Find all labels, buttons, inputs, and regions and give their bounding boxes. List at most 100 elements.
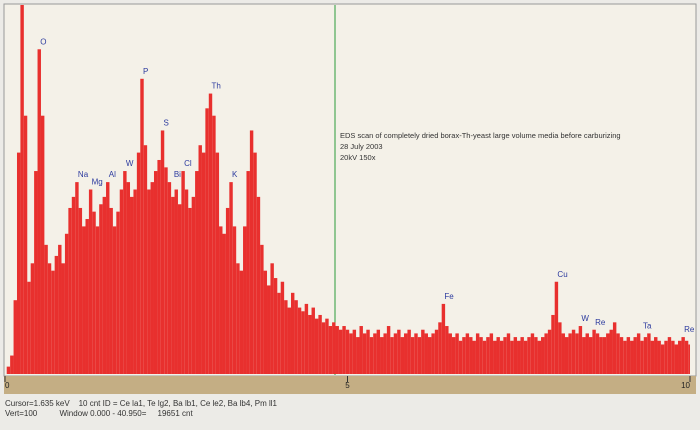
- spectrum-bar: [34, 171, 38, 374]
- spectrum-bar: [606, 333, 610, 374]
- spectrum-bar: [6, 366, 11, 374]
- spectrum-bar: [229, 182, 233, 374]
- spectrum-bar: [541, 337, 545, 374]
- spectrum-bar: [424, 333, 428, 374]
- spectrum-bar: [530, 333, 535, 374]
- spectrum-bar: [400, 337, 405, 374]
- spectrum-bar: [499, 340, 504, 374]
- x-tick-label: 10: [681, 381, 690, 390]
- spectrum-bar: [654, 337, 658, 374]
- spectrum-bar: [294, 300, 298, 374]
- spectrum-bar: [37, 49, 41, 374]
- spectrum-bar: [386, 326, 391, 374]
- spectrum-bar: [23, 115, 28, 374]
- spectrum-bar: [513, 337, 518, 374]
- spectrum-bar: [181, 171, 185, 374]
- spectrum-bar: [345, 329, 350, 374]
- spectrum-bar: [482, 340, 487, 374]
- spectrum-bar: [551, 314, 555, 374]
- spectrum-bar: [256, 196, 261, 374]
- spectrum-bar: [308, 314, 312, 374]
- spectrum-bar: [99, 204, 103, 374]
- spectrum-bar: [280, 281, 285, 374]
- spectrum-bar: [243, 226, 247, 374]
- spectrum-bar: [143, 145, 148, 374]
- peak-label: Mg: [92, 178, 103, 187]
- spectrum-bar: [489, 333, 494, 374]
- spectrum-bar: [20, 5, 24, 374]
- peak-label: Re: [684, 325, 695, 334]
- spectrum-bar: [338, 329, 343, 374]
- spectrum-bar: [123, 171, 127, 374]
- spectrum-bar: [95, 226, 100, 374]
- status-line: Vert=100 Window 0.000 - 40.950= 19651 cn…: [5, 409, 193, 418]
- spectrum-bar: [13, 300, 17, 374]
- spectrum-bar: [201, 152, 206, 374]
- spectrum-bar: [503, 337, 507, 374]
- spectrum-bar: [578, 326, 583, 374]
- spectrum-bar: [301, 311, 305, 374]
- spectrum-bar: [51, 270, 55, 374]
- spectrum-bar: [544, 333, 548, 374]
- spectrum-bar: [421, 329, 425, 374]
- spectrum-bar: [71, 196, 76, 374]
- spectrum-bar: [153, 171, 158, 374]
- spectrum-bar: [311, 307, 315, 374]
- spectrum-bar: [116, 211, 120, 374]
- spectrum-bar: [458, 340, 463, 374]
- spectrum-bar: [157, 159, 161, 374]
- spectrum-bar: [47, 263, 52, 374]
- spectrum-bar: [612, 322, 617, 374]
- spectrum-bar: [660, 344, 665, 374]
- peak-label: Fe: [444, 292, 454, 301]
- spectrum-bar: [133, 189, 137, 374]
- spectrum-bar: [671, 340, 675, 374]
- spectrum-bar: [397, 329, 401, 374]
- spectrum-bar: [325, 318, 329, 374]
- spectrum-bar: [427, 337, 432, 374]
- spectrum-bar: [636, 333, 641, 374]
- spectrum-bar: [349, 333, 353, 374]
- spectrum-bar: [219, 226, 223, 374]
- spectrum-bar: [479, 337, 483, 374]
- spectrum-bar: [27, 281, 31, 374]
- spectrum-bar: [290, 292, 295, 374]
- spectrum-bar: [445, 326, 449, 374]
- spectrum-bar: [30, 263, 35, 374]
- peak-label: Cu: [557, 270, 567, 279]
- spectrum-bar: [58, 244, 62, 374]
- x-tick-label: 0: [5, 381, 10, 390]
- spectrum-bar: [171, 196, 175, 374]
- spectrum-bar: [451, 337, 456, 374]
- spectrum-bar: [616, 333, 620, 374]
- spectrum-bar: [678, 340, 682, 374]
- peak-label: Re: [595, 318, 606, 327]
- spectrum-bar: [164, 167, 168, 374]
- spectrum-bar: [647, 333, 651, 374]
- spectrum-bar: [356, 337, 360, 374]
- spectrum-bar: [102, 196, 107, 374]
- spectrum-bar: [75, 182, 79, 374]
- spectrum-bar: [40, 115, 45, 374]
- spectrum-bar: [434, 329, 439, 374]
- spectrum-bar: [174, 189, 178, 374]
- spectrum-bar: [147, 189, 151, 374]
- spectrum-bar: [623, 340, 627, 374]
- spectrum-bar: [78, 207, 83, 374]
- spectrum-bar: [431, 333, 435, 374]
- spectrum-bar: [332, 322, 336, 374]
- spectrum-bar: [287, 307, 291, 374]
- spectrum-bar: [517, 340, 521, 374]
- peak-label: Na: [78, 170, 89, 179]
- spectrum-bar: [475, 333, 480, 374]
- spectrum-bar: [465, 333, 470, 374]
- spectrum-bar: [225, 207, 230, 374]
- spectrum-bar: [561, 333, 565, 374]
- spectrum-bar: [667, 337, 672, 374]
- spectrum-bar: [448, 333, 452, 374]
- spectrum-bar: [88, 189, 93, 374]
- status-line: Cursor=1.635 keV 10 cnt ID = Ce la1, Te …: [5, 399, 278, 408]
- spectrum-bar: [684, 340, 689, 374]
- spectrum-bar: [112, 226, 117, 374]
- spectrum-bar: [564, 337, 569, 374]
